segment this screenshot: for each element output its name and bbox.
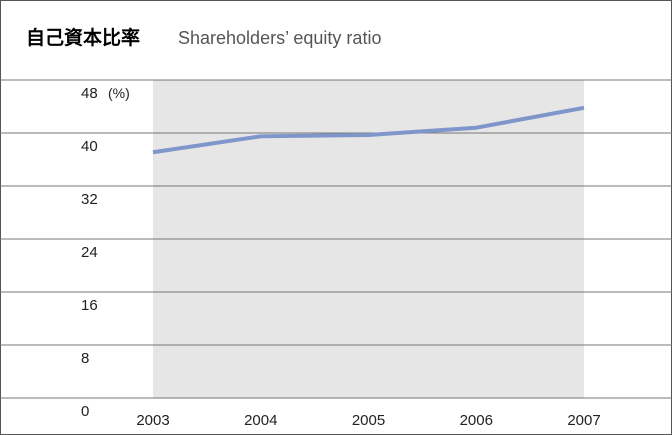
y-tick-label: 16	[81, 297, 98, 314]
x-tick-label: 2004	[244, 412, 277, 429]
y-unit: (%)	[108, 85, 130, 101]
y-tick-label: 48	[81, 85, 98, 102]
y-tick-label: 40	[81, 138, 98, 155]
y-tick-label: 0	[81, 403, 89, 420]
y-tick-label: 8	[81, 350, 89, 367]
chart-subtitle: Shareholders’ equity ratio	[178, 28, 381, 48]
x-tick-label: 2006	[460, 412, 493, 429]
y-tick-label: 24	[81, 244, 98, 261]
x-tick-label: 2003	[136, 412, 169, 429]
y-tick-label: 32	[81, 191, 98, 208]
x-tick-label: 2005	[352, 412, 385, 429]
chart-title: 自己資本比率	[26, 26, 140, 49]
x-tick-label: 2007	[567, 412, 600, 429]
line	[152, 105, 585, 155]
